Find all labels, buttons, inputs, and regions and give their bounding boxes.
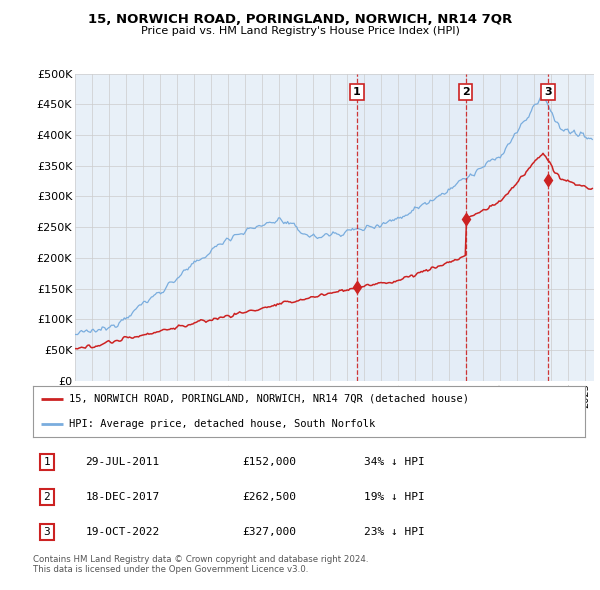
Bar bbox=[357, 74, 548, 381]
Text: 15, NORWICH ROAD, PORINGLAND, NORWICH, NR14 7QR: 15, NORWICH ROAD, PORINGLAND, NORWICH, N… bbox=[88, 13, 512, 26]
Text: 15, NORWICH ROAD, PORINGLAND, NORWICH, NR14 7QR (detached house): 15, NORWICH ROAD, PORINGLAND, NORWICH, N… bbox=[69, 394, 469, 404]
Text: £262,500: £262,500 bbox=[243, 492, 297, 502]
Text: 19% ↓ HPI: 19% ↓ HPI bbox=[364, 492, 425, 502]
Text: £152,000: £152,000 bbox=[243, 457, 297, 467]
Text: 2: 2 bbox=[462, 87, 470, 97]
Text: £327,000: £327,000 bbox=[243, 527, 297, 537]
Text: Price paid vs. HM Land Registry's House Price Index (HPI): Price paid vs. HM Land Registry's House … bbox=[140, 26, 460, 36]
Text: 34% ↓ HPI: 34% ↓ HPI bbox=[364, 457, 425, 467]
Text: HPI: Average price, detached house, South Norfolk: HPI: Average price, detached house, Sout… bbox=[69, 419, 375, 429]
Text: 29-JUL-2011: 29-JUL-2011 bbox=[85, 457, 160, 467]
Text: 19-OCT-2022: 19-OCT-2022 bbox=[85, 527, 160, 537]
Text: Contains HM Land Registry data © Crown copyright and database right 2024.
This d: Contains HM Land Registry data © Crown c… bbox=[33, 555, 368, 574]
Text: 23% ↓ HPI: 23% ↓ HPI bbox=[364, 527, 425, 537]
Text: 3: 3 bbox=[544, 87, 552, 97]
Text: 1: 1 bbox=[43, 457, 50, 467]
Text: 18-DEC-2017: 18-DEC-2017 bbox=[85, 492, 160, 502]
Text: 1: 1 bbox=[353, 87, 361, 97]
Text: 3: 3 bbox=[43, 527, 50, 537]
Text: 2: 2 bbox=[43, 492, 50, 502]
